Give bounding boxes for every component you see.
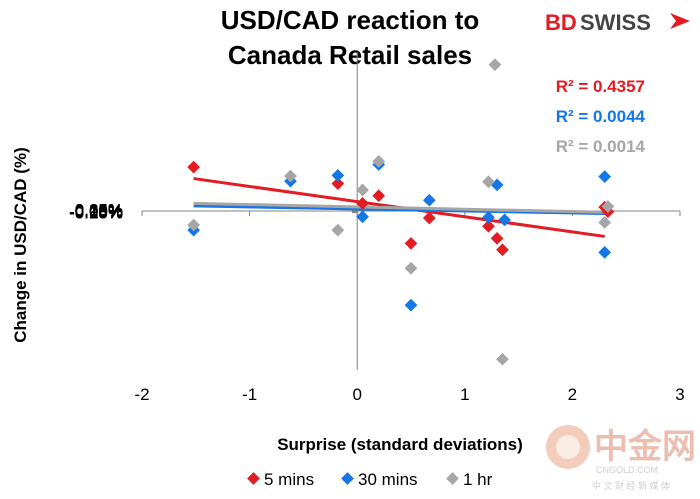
watermark-cn: 中金网 [594,427,696,466]
chart-title-line-2: Canada Retail sales [228,40,472,70]
r2-30-mins: R² = 0.0044 [556,107,646,126]
y-tick-label: -0.25% [69,204,123,223]
axes: -2 -1 0 1 2 3 0.25%0.20%0.15%0.10%0.05%0.00%-0… [69,52,685,404]
point-series-1 [598,170,612,184]
x-axis-title: Surprise (standard deviations) [277,435,523,454]
watermark-url: CNGOLD.COM [596,465,658,475]
point-series-1 [498,213,511,227]
y-tick-label: 0.05% [75,202,123,221]
r2-5-mins: R² = 0.4357 [556,77,645,96]
legend-marker-30-mins [341,472,354,485]
point-series-1 [404,298,418,312]
point-series-1 [331,169,345,182]
watermark-sub: 中 文 财 经 新 媒 体 [592,480,670,491]
point-series-2 [488,58,502,72]
legend-marker-5-mins [247,472,260,485]
point-series-2 [404,261,418,275]
x-tick-label: 2 [568,385,577,404]
point-series-2 [187,218,201,232]
brand-arrow-icon [670,13,690,29]
y-tick-label: 0.20% [75,201,123,220]
brand-bd: BD [545,10,577,35]
point-series-2 [372,155,386,168]
y-tick-label: -0.20% [69,203,123,222]
cngold-coin-inner-icon [556,435,580,459]
x-tick-label: -1 [242,385,257,404]
y-tick-label: 0.10% [75,201,123,220]
point-series-0 [496,243,509,257]
point-series-0 [490,231,504,245]
y-tick-label: 0.00% [75,202,123,221]
r-squared-labels: R² = 0.4357 R² = 0.0044 R² = 0.0014 [556,77,646,156]
y-tick-label: -0.15% [69,203,123,222]
point-series-2 [331,223,345,237]
cngold-watermark: 中金网 CNGOLD.COM 中 文 财 经 新 媒 体 [546,425,696,491]
point-series-0 [187,160,201,174]
point-series-1 [598,245,612,259]
legend-label-1-hr: 1 hr [463,470,493,489]
y-tick-label: 0.15% [75,201,123,220]
point-series-1 [422,193,436,207]
point-series-2 [284,169,297,183]
point-series-1 [482,210,495,224]
x-tick-label: 0 [352,385,361,404]
legend: 5 mins 30 mins 1 hr [247,470,493,489]
point-series-0 [372,189,386,203]
y-tick-label: -0.10% [69,203,123,222]
trend-lines [193,177,605,238]
x-tick-label: -2 [134,385,149,404]
y-tick-label: -0.05% [69,202,123,221]
r2-1-hr: R² = 0.0014 [556,137,646,156]
x-tick-label: 1 [460,385,469,404]
legend-label-5-mins: 5 mins [264,470,314,489]
point-series-2 [496,352,509,366]
point-series-2 [356,183,369,197]
point-series-0 [422,211,436,225]
x-tick-label: 3 [675,385,684,404]
point-series-0 [331,177,345,191]
y-axis-title: Change in USD/CAD (%) [11,147,30,343]
brand-swiss: SWISS [580,10,651,35]
point-series-0 [356,197,369,210]
point-series-0 [404,237,418,250]
point-series-2 [482,175,495,189]
trendline-series-2 [193,201,605,214]
y-tick-label: 0.25% [75,200,123,219]
point-series-2 [598,216,612,229]
legend-marker-1-hr [446,472,459,485]
point-series-0 [482,219,495,233]
bdswiss-logo: BD SWISS [545,10,690,35]
point-series-1 [356,210,369,224]
legend-label-30-mins: 30 mins [358,470,418,489]
chart-title-line-1: USD/CAD reaction to [221,5,480,35]
